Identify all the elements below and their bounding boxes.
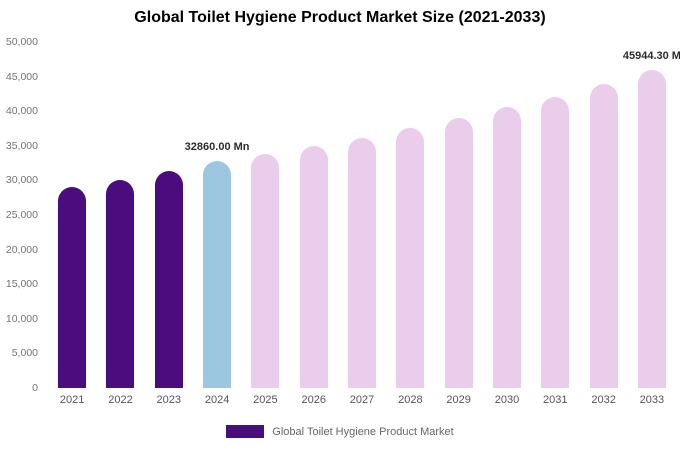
x-axis-label: 2025 bbox=[253, 394, 278, 406]
x-axis-label: 2027 bbox=[349, 394, 375, 406]
y-axis-tick-label: 45,000 bbox=[5, 70, 38, 83]
y-axis-tick-label: 5,000 bbox=[11, 347, 38, 360]
x-axis: 2021 2022 2023 2024 2025 2026 2027 2028 2029 2030… bbox=[48, 394, 676, 406]
legend-swatch bbox=[226, 425, 265, 438]
x-axis-label: 2032 bbox=[591, 394, 616, 406]
y-axis-tick-label: 30,000 bbox=[5, 174, 38, 187]
bar-column bbox=[386, 42, 434, 388]
bar-2024 bbox=[203, 160, 232, 388]
bar-2032 bbox=[589, 84, 618, 388]
bar-column: 45944.30 M bbox=[623, 42, 680, 388]
y-axis-tick-label: 50,000 bbox=[5, 36, 38, 48]
x-axis-label: 2026 bbox=[301, 394, 326, 406]
bar-value-label: 32860.00 Mn bbox=[184, 140, 250, 153]
bar-column bbox=[145, 42, 193, 388]
bar-2025 bbox=[251, 154, 280, 388]
y-axis-tick-label: 25,000 bbox=[5, 209, 38, 221]
bar-column bbox=[96, 42, 144, 388]
bar-2026 bbox=[299, 145, 328, 388]
bar-2030 bbox=[492, 107, 521, 388]
bar-column bbox=[338, 42, 386, 388]
bar-column bbox=[290, 42, 338, 388]
x-axis-label: 2022 bbox=[108, 394, 133, 406]
x-axis-label: 2023 bbox=[156, 394, 182, 406]
legend-label: Global Toilet Hygiene Product Market bbox=[272, 425, 454, 438]
bar-column bbox=[435, 42, 483, 388]
bar-2028 bbox=[396, 127, 425, 388]
x-axis-label: 2030 bbox=[494, 394, 520, 406]
bar-2027 bbox=[348, 137, 377, 388]
plot-area: 32860.00 Mn 45944.30 M bbox=[48, 42, 680, 388]
bar-column bbox=[531, 42, 579, 388]
y-axis-tick-label: 15,000 bbox=[5, 278, 38, 291]
bar-2023 bbox=[154, 171, 183, 388]
bar-column bbox=[241, 42, 289, 388]
bar-2022 bbox=[106, 179, 135, 388]
x-axis-label: 2024 bbox=[204, 394, 230, 406]
chart-title: Global Toilet Hygiene Product Market Siz… bbox=[134, 9, 546, 26]
y-axis-tick-label: 40,000 bbox=[5, 105, 38, 118]
x-axis-label: 2028 bbox=[398, 394, 423, 406]
bar-column bbox=[579, 42, 627, 388]
legend: Global Toilet Hygiene Product Market bbox=[0, 425, 680, 438]
x-axis-label: 2021 bbox=[59, 394, 85, 406]
bar-value-label: 45944.30 M bbox=[622, 50, 680, 63]
y-axis-tick-label: 35,000 bbox=[5, 139, 38, 152]
x-axis-label: 2029 bbox=[446, 394, 471, 406]
bar-2029 bbox=[444, 118, 473, 388]
bar-2033 bbox=[637, 70, 666, 388]
bar-2021 bbox=[58, 187, 87, 388]
bar-column bbox=[48, 42, 96, 388]
bar-2031 bbox=[541, 96, 570, 388]
y-axis-tick-label: 20,000 bbox=[5, 243, 38, 256]
bar-column bbox=[483, 42, 531, 388]
x-axis-label: 2031 bbox=[543, 394, 568, 406]
y-axis-tick-label: 10,000 bbox=[5, 312, 38, 325]
y-axis: 0 5,000 10,000 15,000 20,000 25,000 30,000 35,0… bbox=[0, 36, 42, 394]
bar-column: 32860.00 Mn bbox=[185, 42, 250, 388]
y-axis-tick-label: 0 bbox=[32, 382, 38, 394]
x-axis-label: 2033 bbox=[639, 394, 665, 406]
